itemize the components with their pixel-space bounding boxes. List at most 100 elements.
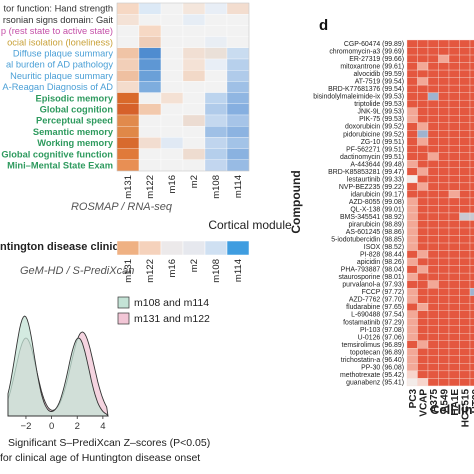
panel-a-heat-cell: [116, 70, 140, 82]
compound-heat-cell: [406, 137, 418, 146]
compound-label: purvalanol-a (97.93): [342, 282, 404, 289]
compound-heat-cell: [438, 197, 450, 206]
compound-heat-cell: [448, 303, 460, 311]
compound-heat-cell: [427, 167, 439, 176]
compound-heat-cell: [459, 115, 471, 123]
compound-heat-cell: [438, 175, 450, 184]
panel-d-compound-labels: CGP-60474 (99.89)chromomycin-a3 (99.69)E…: [313, 41, 404, 386]
panel-a-heat-cell: [138, 103, 162, 116]
compound-heat-cell: [448, 84, 460, 93]
compound-heat-cell: [438, 212, 450, 221]
compound-heat-cell: [459, 310, 471, 319]
panel-a-heat-cell: [182, 14, 206, 26]
cell-line-label: HT29: [471, 388, 474, 413]
compound-heat-cell: [406, 212, 418, 221]
compound-label: PF-562271 (99.51): [346, 146, 404, 153]
compound-heat-cell: [448, 107, 460, 116]
compound-heat-cell: [469, 130, 474, 138]
panel-b-col-label: m114: [233, 259, 244, 282]
panel-a-heat-cell: [204, 25, 228, 37]
panel-d-xlabel: Cell lin: [430, 402, 473, 417]
compound-label: doxorubicin (99.52): [345, 124, 404, 131]
compound-heat-cell: [406, 378, 418, 387]
panel-a-heat-cell: [226, 92, 250, 104]
panel-a-heat-cell: [116, 92, 140, 104]
compound-heat-cell: [459, 212, 471, 221]
panel-a-heat-cell: [116, 25, 140, 37]
compound-heat-cell: [438, 280, 450, 289]
panel-a-heat-cell: [138, 148, 162, 160]
compound-label: ZG-10 (99.51): [361, 139, 404, 146]
legend-swatch: [117, 296, 130, 309]
panel-a-heat-cell: [204, 36, 228, 48]
compound-heat-cell: [448, 220, 460, 229]
compound-heat-cell: [448, 190, 460, 199]
compound-heat-cell: [469, 175, 474, 184]
compound-heat-cell: [459, 152, 471, 161]
compound-heat-cell: [448, 47, 460, 56]
panel-a-heat-cell: [182, 114, 206, 127]
compound-heat-cell: [459, 287, 471, 296]
compound-heat-cell: [417, 205, 429, 214]
compound-heat-cell: [417, 242, 429, 251]
compound-heat-cell: [427, 62, 439, 71]
compound-heat-cell: [459, 235, 471, 244]
panel-b-heat-cell: [160, 240, 184, 256]
compound-heat-cell: [406, 77, 418, 86]
compound-heat-cell: [448, 325, 460, 334]
compound-heat-cell: [417, 160, 429, 169]
compound-heat-cell: [438, 92, 450, 101]
compound-heat-cell: [427, 77, 439, 86]
panel-a-heat-cell: [116, 114, 140, 127]
compound-heat-cell: [438, 355, 450, 364]
compound-heat-cell: [448, 182, 460, 191]
compound-heat-cell: [448, 333, 460, 341]
compound-heat-cell: [448, 272, 460, 281]
compound-heat-cell: [448, 310, 460, 319]
compound-heat-cell: [406, 295, 418, 304]
compound-heat-cell: [427, 122, 439, 131]
compound-heat-cell: [448, 92, 460, 101]
compound-heat-cell: [438, 287, 450, 296]
compound-heat-cell: [469, 107, 474, 116]
panel-a-heat-cell: [138, 137, 162, 149]
panel-b-heat-cell: [116, 240, 140, 256]
compound-heat-cell: [469, 333, 474, 341]
panel-a-heat-cell: [182, 47, 206, 60]
panel-a-row-label: Global cognition: [40, 105, 114, 115]
panel-a-heat-cell: [116, 148, 140, 160]
compound-heat-cell: [417, 363, 429, 372]
compound-heat-cell: [459, 145, 471, 153]
compound-heat-cell: [448, 340, 460, 349]
panel-a-row-label: ocial isolation (loneliness): [7, 37, 113, 47]
compound-heat-cell: [448, 175, 460, 184]
panel-a-heat-cell: [138, 70, 162, 82]
compound-heat-cell: [448, 130, 460, 138]
panel-a-heat-cell: [226, 148, 250, 160]
compound-heat-cell: [406, 220, 418, 229]
compound-heat-cell: [438, 220, 450, 229]
panel-a-xlabel: Cortical module: [208, 218, 292, 232]
panel-a-heat-cell: [226, 81, 250, 93]
compound-label: bisindolylmaleimide-ix (99.53): [313, 94, 404, 101]
compound-heat-cell: [448, 355, 460, 364]
panel-a-heat-cell: [160, 114, 184, 127]
compound-heat-cell: [427, 212, 439, 221]
compound-heat-cell: [469, 160, 474, 169]
compound-heat-cell: [417, 220, 429, 229]
panel-a-heat-cell: [138, 58, 162, 71]
panel-a-heat-cell: [226, 47, 250, 60]
legend-label: m131 and m122: [134, 313, 210, 325]
compound-heat-cell: [406, 250, 418, 259]
compound-heat-cell: [417, 115, 429, 123]
compound-heat-cell: [459, 265, 471, 274]
compound-heat-cell: [448, 69, 460, 78]
compound-heat-cell: [438, 137, 450, 146]
compound-heat-cell: [469, 99, 474, 108]
panel-a-heat-cell: [226, 103, 250, 116]
compound-heat-cell: [417, 227, 429, 236]
panel-d-heatmap: [406, 39, 474, 387]
compound-heat-cell: [438, 235, 450, 244]
